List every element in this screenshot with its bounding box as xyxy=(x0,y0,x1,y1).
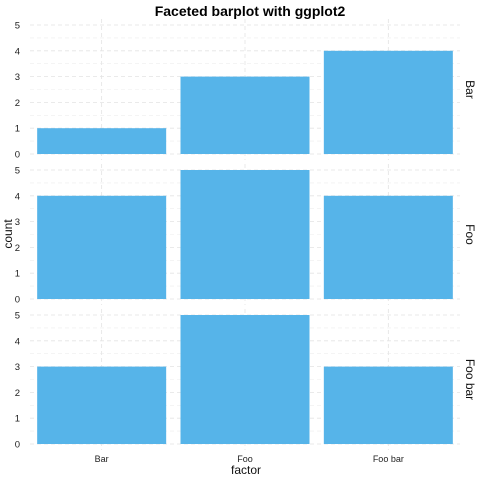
y-tick-label: 1 xyxy=(15,269,20,280)
x-axis-ticks: Bar Foo Foo bar xyxy=(95,454,404,464)
y-tick-label: 1 xyxy=(15,124,20,135)
y-tick-label: 3 xyxy=(15,362,20,373)
y-tick-label: 1 xyxy=(15,414,20,425)
y-axis-title: count xyxy=(1,219,15,249)
y-tick-label: 0 xyxy=(15,440,20,451)
facet-panel: 0 1 2 3 4 5 Foo bar xyxy=(15,309,477,451)
y-tick-label: 5 xyxy=(15,166,20,177)
facet-panels: 0 1 2 3 4 5 Bar 0 1 2 3 4 5 Foo 0 1 2 3 4 5 Foo bar xyxy=(15,19,477,451)
x-tick-label: Foo xyxy=(237,454,253,464)
y-tick-label: 2 xyxy=(15,98,20,109)
y-tick-label: 4 xyxy=(15,46,20,57)
bar xyxy=(180,315,310,444)
facet-panel: 0 1 2 3 4 5 Foo xyxy=(15,164,477,306)
bar xyxy=(323,50,453,154)
y-tick-label: 4 xyxy=(15,336,20,347)
y-tick-label: 0 xyxy=(15,150,20,161)
bar xyxy=(37,366,167,444)
facet-strip-label: Foo bar xyxy=(463,359,477,400)
y-tick-label: 0 xyxy=(15,295,20,306)
y-tick-label: 5 xyxy=(15,21,20,32)
y-tick-label: 4 xyxy=(15,191,20,202)
bar xyxy=(37,128,167,154)
x-tick-label: Foo bar xyxy=(373,454,404,464)
y-tick-label: 5 xyxy=(15,311,20,322)
bar xyxy=(180,170,310,299)
y-tick-label: 2 xyxy=(15,243,20,254)
x-axis-title: factor xyxy=(231,463,261,477)
facet-strip-label: Bar xyxy=(463,80,477,99)
bar xyxy=(37,195,167,299)
facet-panel: 0 1 2 3 4 5 Bar xyxy=(15,19,477,161)
bar xyxy=(180,76,310,154)
y-tick-label: 2 xyxy=(15,388,20,399)
bar xyxy=(323,366,453,444)
facet-strip-label: Foo xyxy=(463,224,477,245)
x-tick-label: Bar xyxy=(95,454,109,464)
y-tick-label: 3 xyxy=(15,72,20,83)
bar xyxy=(323,195,453,299)
y-tick-label: 3 xyxy=(15,217,20,228)
chart-title: Faceted barplot with ggplot2 xyxy=(155,3,346,19)
